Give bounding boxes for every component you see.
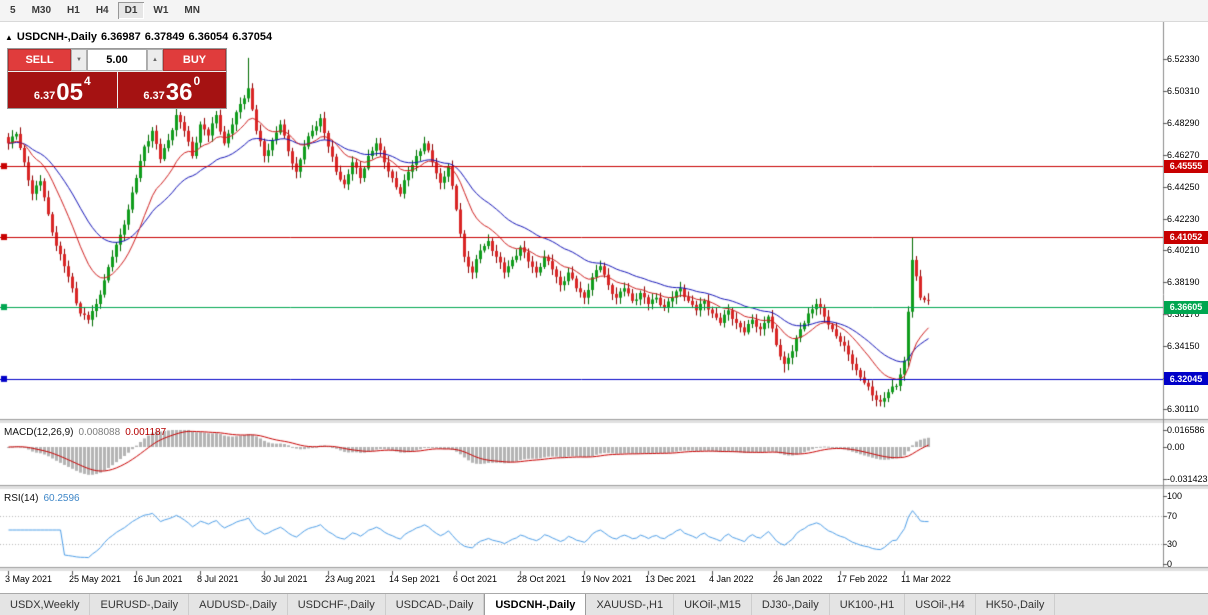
timeframe-button-h4[interactable]: H4 bbox=[95, 5, 109, 16]
rsi-name: RSI(14) bbox=[4, 493, 39, 504]
buy-price-display[interactable]: 6.37 36 0 bbox=[117, 72, 226, 108]
rsi-value: 60.2596 bbox=[43, 493, 80, 504]
chart-tab-usdx[interactable]: USDX,Weekly bbox=[0, 594, 91, 615]
chart-tab-usdcnh[interactable]: USDCNH-,Daily bbox=[484, 594, 587, 615]
low-value: 6.36054 bbox=[188, 31, 229, 43]
price-axis-label: 6.44250 bbox=[1167, 181, 1200, 192]
rsi-axis-label: 100 bbox=[1167, 491, 1183, 501]
price-axis-label: 6.34150 bbox=[1167, 340, 1200, 351]
date-axis-label: 14 Sep 2021 bbox=[389, 574, 441, 584]
date-axis-label: 3 May 2021 bbox=[5, 574, 53, 584]
buy-price-pips: 36 bbox=[165, 79, 193, 106]
open-value: 6.36987 bbox=[101, 31, 141, 43]
date-axis-label: 28 Oct 2021 bbox=[517, 574, 567, 584]
macd-main-value: 0.008088 bbox=[78, 427, 121, 438]
price-axis-label: 6.46270 bbox=[1167, 149, 1200, 160]
timeframe-button-5[interactable]: 5 bbox=[10, 5, 16, 16]
price-axis-label: 6.42230 bbox=[1167, 213, 1200, 224]
date-axis-label: 16 Jun 2021 bbox=[133, 574, 183, 584]
timeframe-button-m30[interactable]: M30 bbox=[31, 5, 52, 16]
sell-price-point: 4 bbox=[83, 74, 91, 88]
rsi-indicator-label: RSI(14) 60.2596 bbox=[4, 493, 85, 504]
date-axis-label: 13 Dec 2021 bbox=[645, 574, 697, 584]
volume-increase-button[interactable]: ▲ bbox=[147, 49, 163, 71]
chart-tab-ukoil[interactable]: UKOil-,M15 bbox=[674, 594, 752, 615]
buy-price-point: 0 bbox=[193, 74, 201, 88]
chart-tab-usoil[interactable]: USOil-,H4 bbox=[905, 594, 976, 615]
price-axis-label: 6.38190 bbox=[1167, 277, 1200, 288]
price-axis-label: 6.30110 bbox=[1167, 404, 1199, 415]
chart-window: ▲ USDCNH-,Daily 6.36987 6.37849 6.36054 6.370… bbox=[0, 22, 1208, 593]
price-axis-label: 6.40210 bbox=[1167, 245, 1200, 256]
sell-price-pips: 05 bbox=[56, 79, 83, 106]
price-axis-label: 6.36170 bbox=[1167, 308, 1200, 319]
price-line-tag[interactable]: 6.45555 bbox=[1164, 159, 1208, 173]
timeframe-toolbar: 5 M30 H1 H4 D1 W1 MN bbox=[0, 0, 1208, 22]
chart-tab-hk50[interactable]: HK50-,Daily bbox=[976, 594, 1056, 615]
date-axis-label: 11 Mar 2022 bbox=[901, 574, 951, 584]
timeframe-button-d1[interactable]: D1 bbox=[117, 2, 145, 19]
sell-price-display[interactable]: 6.37 05 4 bbox=[8, 72, 117, 108]
chart-title: ▲ USDCNH-,Daily 6.36987 6.37849 6.36054 6.370… bbox=[5, 31, 276, 43]
buy-price-base: 6.37 bbox=[143, 90, 165, 102]
date-axis-label: 30 Jul 2021 bbox=[261, 574, 308, 584]
one-click-trading-panel: SELL ▼ ▲ BUY 6.37 05 4 6.37 36 0 bbox=[7, 48, 227, 109]
volume-decrease-button[interactable]: ▼ bbox=[71, 49, 87, 71]
macd-indicator-label: MACD(12,26,9) 0.008088 0.001187 bbox=[4, 427, 171, 438]
rsi-axis-label: 30 bbox=[1167, 538, 1178, 549]
volume-input[interactable] bbox=[87, 49, 147, 71]
collapse-panel-icon[interactable]: ▲ bbox=[5, 33, 13, 42]
symbol-tab-bar: USDX,Weekly EURUSD-,Daily AUDUSD-,Daily USD… bbox=[0, 593, 1208, 615]
price-axis-label: 6.48290 bbox=[1167, 118, 1200, 129]
macd-signal-value: 0.001187 bbox=[125, 427, 167, 438]
buy-button[interactable]: BUY bbox=[163, 49, 226, 71]
date-axis-label: 4 Jan 2022 bbox=[709, 574, 754, 584]
chart-tab-usdcad[interactable]: USDCAD-,Daily bbox=[386, 594, 485, 615]
date-axis-label: 8 Jul 2021 bbox=[197, 574, 239, 584]
macd-axis-label: 0.00 bbox=[1167, 442, 1185, 452]
date-axis-label: 19 Nov 2021 bbox=[581, 574, 633, 584]
date-axis-label: 26 Jan 2022 bbox=[773, 574, 823, 584]
rsi-axis-label: 0 bbox=[1167, 559, 1173, 569]
price-line-tag[interactable]: 6.32045 bbox=[1164, 372, 1208, 386]
timeframe-button-h1[interactable]: H1 bbox=[67, 5, 80, 16]
symbol-period-label: USDCNH-,Daily bbox=[16, 31, 97, 43]
sell-button[interactable]: SELL bbox=[8, 49, 71, 71]
price-line-tag[interactable]: 6.36605 bbox=[1164, 300, 1208, 314]
sell-price-base: 6.37 bbox=[33, 90, 56, 102]
macd-axis-label: 0.016586 bbox=[1167, 425, 1205, 436]
macd-name: MACD(12,26,9) bbox=[4, 427, 74, 438]
price-line-tag[interactable]: 6.41052 bbox=[1164, 230, 1208, 244]
high-value: 6.37849 bbox=[144, 31, 185, 43]
date-axis-label: 23 Aug 2021 bbox=[325, 574, 376, 584]
chart-tab-eurusd[interactable]: EURUSD-,Daily bbox=[90, 594, 190, 615]
date-axis-label: 17 Feb 2022 bbox=[837, 574, 888, 584]
chart-tab-usdchf[interactable]: USDCHF-,Daily bbox=[288, 594, 386, 615]
chart-tab-dj30[interactable]: DJ30-,Daily bbox=[752, 594, 830, 615]
price-axis-label: 6.52330 bbox=[1167, 54, 1200, 65]
macd-axis-label: -0.031423 bbox=[1167, 474, 1208, 485]
chart-tab-xauusd[interactable]: XAUUSD-,H1 bbox=[586, 594, 675, 615]
chart-canvas[interactable] bbox=[0, 22, 1208, 593]
price-axis-label: 6.50310 bbox=[1167, 86, 1200, 97]
close-value: 6.37054 bbox=[232, 31, 273, 43]
chart-tab-uk100[interactable]: UK100-,H1 bbox=[830, 594, 906, 615]
date-axis-label: 6 Oct 2021 bbox=[453, 574, 498, 584]
rsi-axis-label: 70 bbox=[1167, 511, 1178, 522]
timeframe-button-mn[interactable]: MN bbox=[184, 5, 200, 16]
chart-tab-audusd[interactable]: AUDUSD-,Daily bbox=[189, 594, 288, 615]
date-axis-label: 25 May 2021 bbox=[69, 574, 122, 584]
timeframe-button-w1[interactable]: W1 bbox=[153, 5, 169, 16]
